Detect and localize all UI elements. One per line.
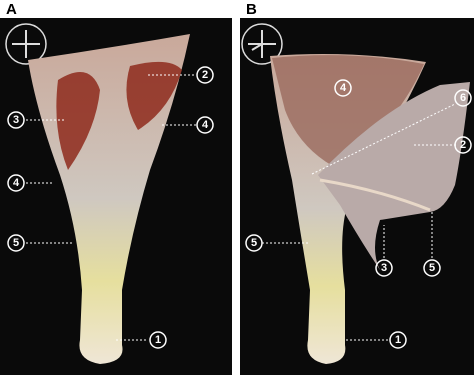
callout-number: 2 xyxy=(460,139,466,151)
logo xyxy=(5,23,47,65)
panel-label: A xyxy=(6,1,17,18)
callout-number: 5 xyxy=(13,237,19,249)
callout-number: 3 xyxy=(13,114,19,126)
callout-number: 4 xyxy=(340,82,347,94)
callout: 5 xyxy=(245,234,263,252)
callout-number: 3 xyxy=(381,262,387,274)
callout: 4 xyxy=(334,79,352,97)
muscle-belly xyxy=(126,61,182,131)
panel-b: B 4 6 2 5 3 5 1 xyxy=(240,1,474,375)
muscle-belly xyxy=(272,55,424,170)
callout-number: 5 xyxy=(429,262,435,274)
callout-number: 4 xyxy=(13,177,20,189)
panel-a: A 2 3 4 4 5 1 xyxy=(0,1,232,375)
leader-lines xyxy=(26,74,196,341)
callout-number: 6 xyxy=(460,92,466,104)
leader-lines xyxy=(262,103,456,341)
callout: 2 xyxy=(196,66,214,84)
logo-cross xyxy=(12,30,40,58)
logo xyxy=(241,23,283,65)
callout: 3 xyxy=(7,111,25,129)
callout: 1 xyxy=(149,331,167,349)
muscle-belly xyxy=(56,72,100,170)
callout: 4 xyxy=(7,174,25,192)
callout: 6 xyxy=(454,89,472,107)
callout: 1 xyxy=(389,331,407,349)
callout-number: 1 xyxy=(155,334,161,346)
panel-label: B xyxy=(246,1,257,18)
reflected-flap xyxy=(318,82,470,270)
callout-number: 1 xyxy=(395,334,401,346)
logo-cross xyxy=(248,30,276,58)
tendon-edge xyxy=(319,178,431,212)
callout: 5 xyxy=(7,234,25,252)
callout-number: 5 xyxy=(251,237,257,249)
callout: 3 xyxy=(375,259,393,277)
callout: 4 xyxy=(196,116,214,134)
callout: 2 xyxy=(454,136,472,154)
callout: 5 xyxy=(423,259,441,277)
callout-number: 4 xyxy=(202,119,209,131)
callout-number: 2 xyxy=(202,69,208,81)
